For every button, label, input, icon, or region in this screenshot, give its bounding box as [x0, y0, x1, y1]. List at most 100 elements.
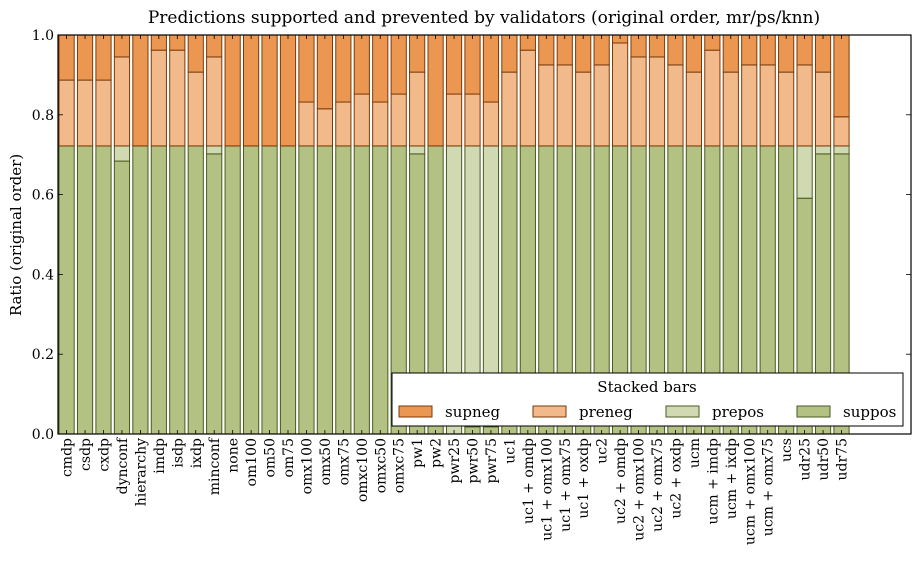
bar-segment-preneg	[778, 71, 795, 147]
y-tick-label: 0.6	[32, 188, 54, 204]
x-tick-label: omxc100	[355, 438, 371, 502]
x-tick-label: cxdp	[97, 438, 113, 472]
bar-segment-supneg	[224, 34, 241, 147]
bar-segment-suppos	[261, 145, 278, 435]
y-axis-label: Ratio (original order)	[7, 154, 25, 316]
bar-segment-suppos	[150, 145, 167, 435]
legend-swatch-supneg	[398, 405, 433, 418]
bar-segment-suppos	[95, 145, 112, 435]
bar-segment-supneg	[593, 34, 610, 66]
x-tick-label: omxc75	[392, 438, 408, 493]
x-tick-label: uc1 + omx75	[558, 438, 574, 532]
x-tick-label: ucm + imdp	[705, 438, 721, 524]
bar-stack	[243, 34, 260, 435]
bar-stack	[316, 34, 333, 435]
x-tick-label: omx50	[318, 438, 334, 485]
bar-segment-supneg	[778, 34, 795, 73]
bar-stack	[501, 34, 518, 435]
bar-segment-preneg	[482, 101, 500, 147]
bar-segment-preneg	[390, 93, 407, 147]
bar-segment-preneg	[556, 64, 573, 147]
bar-segment-preneg	[58, 79, 75, 147]
bar-stack	[372, 34, 389, 435]
bar-segment-preneg	[833, 116, 850, 147]
bar-segment-suppos	[316, 145, 333, 435]
legend-swatch-prepos	[665, 405, 700, 418]
bar-segment-preneg	[704, 49, 721, 147]
bar-stack	[132, 34, 149, 435]
bar-segment-supneg	[279, 34, 297, 147]
bar-stack	[722, 34, 739, 435]
bar-segment-preneg	[741, 64, 758, 147]
x-tick-label: csdp	[78, 438, 94, 471]
bar-segment-preneg	[630, 56, 647, 147]
x-tick-label: pw1	[410, 438, 426, 468]
x-tick-label: om75	[281, 438, 297, 478]
bar-segment-supneg	[427, 34, 444, 147]
bar-stack	[76, 34, 94, 435]
y-tick-label: 0.0	[32, 427, 54, 443]
bar-stack	[445, 34, 463, 435]
legend-title: Stacked bars	[597, 378, 696, 396]
bar-segment-suppos	[243, 145, 260, 435]
bar-segment-supneg	[261, 34, 278, 147]
bar-segment-preneg	[648, 56, 666, 147]
bar-segment-preneg	[445, 93, 463, 147]
bar-segment-preneg	[353, 93, 370, 147]
x-tick-label: uc1 + oxdp	[576, 438, 592, 519]
bar-segment-supneg	[76, 34, 94, 81]
bar-stack	[206, 34, 223, 435]
bar-segment-preneg	[538, 64, 555, 147]
bar-segment-preneg	[796, 64, 813, 147]
bar-segment-supneg	[814, 34, 832, 73]
bar-segment-preneg	[113, 56, 131, 147]
bar-segment-suppos	[113, 160, 131, 435]
bar-segment-suppos	[335, 145, 352, 435]
x-tick-label: hierarchy	[133, 438, 149, 506]
bar-stack	[224, 34, 241, 435]
bar-segment-preneg	[169, 49, 186, 147]
bar-stack	[95, 34, 112, 435]
bar-segment-preneg	[519, 49, 536, 147]
bar-stack	[169, 34, 186, 435]
bar-segment-supneg	[759, 34, 776, 66]
bar-segment-supneg	[132, 34, 149, 147]
bar-segment-suppos	[372, 145, 389, 435]
bar-segment-supneg	[335, 34, 352, 103]
bar-stack	[556, 34, 573, 435]
bar-stack	[427, 34, 444, 435]
bar-segment-supneg	[95, 34, 112, 81]
legend-swatch-preneg	[532, 405, 567, 418]
bar-segment-prepos	[796, 145, 813, 199]
x-tick-label: minconf	[207, 436, 223, 495]
bar-stack	[519, 34, 536, 435]
x-tick-label: uc2	[595, 438, 611, 464]
bar-stack	[704, 34, 721, 435]
y-tick-label: 0.2	[32, 347, 54, 363]
y-tick-label: 0.4	[32, 267, 54, 283]
y-tick-label: 1.0	[32, 28, 54, 44]
bar-segment-preneg	[76, 79, 94, 147]
bar-segment-preneg	[298, 101, 315, 147]
bar-segment-preneg	[685, 71, 702, 147]
bar-segment-prepos	[409, 145, 426, 155]
x-tick-label: ixdp	[189, 438, 205, 468]
bar-stack	[353, 34, 370, 435]
x-tick-label: dynconf	[115, 436, 131, 494]
legend-label-suppos: suppos	[843, 403, 896, 421]
bar-stack	[335, 34, 352, 435]
x-tick-label: cmdp	[60, 438, 76, 477]
bar-segment-supneg	[833, 34, 850, 118]
x-tick-label: pwr75	[484, 438, 500, 483]
bar-segment-suppos	[224, 145, 241, 435]
bar-stack	[630, 34, 647, 435]
bar-segment-supneg	[243, 34, 260, 147]
bar-segment-supneg	[58, 34, 75, 81]
bar-stack	[113, 34, 131, 435]
bar-segment-supneg	[722, 34, 739, 73]
bar-segment-suppos	[206, 153, 223, 435]
bar-segment-preneg	[501, 71, 518, 147]
bar-segment-preneg	[187, 71, 204, 147]
bar-segment-suppos	[279, 145, 297, 435]
